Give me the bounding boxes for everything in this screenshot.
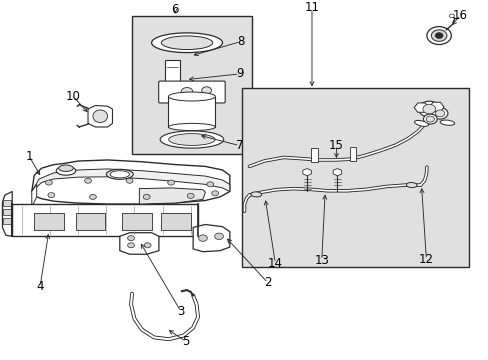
Ellipse shape [250,192,261,197]
Ellipse shape [160,131,223,148]
Circle shape [418,101,439,117]
Circle shape [143,194,150,199]
Circle shape [214,233,223,239]
Polygon shape [2,192,12,236]
Bar [76,213,105,230]
Ellipse shape [168,92,215,101]
Bar [3,210,11,215]
Text: 11: 11 [304,1,319,14]
Ellipse shape [110,171,129,178]
Text: 1: 1 [25,150,33,163]
Bar [3,219,11,224]
Text: 12: 12 [418,253,433,266]
Ellipse shape [168,123,215,131]
Ellipse shape [161,36,212,50]
Polygon shape [32,160,229,204]
Ellipse shape [406,183,416,188]
Polygon shape [32,169,229,192]
Bar [12,204,198,236]
Circle shape [144,243,151,248]
Ellipse shape [93,110,107,122]
Circle shape [206,182,213,187]
Ellipse shape [439,120,454,125]
Bar [3,201,11,206]
Circle shape [181,87,192,96]
Text: 9: 9 [235,67,243,80]
Text: 7: 7 [235,139,243,152]
Circle shape [426,27,450,45]
Text: 10: 10 [66,90,81,103]
Text: 5: 5 [182,335,189,348]
Ellipse shape [168,134,215,145]
Bar [168,96,215,127]
Text: 6: 6 [171,3,179,16]
Circle shape [167,180,174,185]
Circle shape [127,235,134,240]
Ellipse shape [56,166,76,175]
Circle shape [127,243,134,248]
Text: 16: 16 [452,9,467,22]
Bar [310,148,317,162]
Circle shape [423,114,436,124]
Bar [242,87,468,267]
Bar [122,213,151,230]
Bar [349,147,356,161]
Text: 2: 2 [264,276,271,289]
Polygon shape [88,105,112,127]
Circle shape [426,116,433,122]
FancyBboxPatch shape [158,81,224,103]
Circle shape [448,14,453,18]
Polygon shape [120,233,159,254]
Circle shape [126,178,133,183]
Ellipse shape [106,169,133,179]
Text: 4: 4 [36,280,44,293]
Text: 14: 14 [267,257,282,270]
Bar [34,213,63,230]
Circle shape [187,193,194,198]
Bar [161,213,190,230]
Ellipse shape [59,165,73,171]
Circle shape [434,33,442,39]
Circle shape [431,108,447,119]
Polygon shape [32,184,37,204]
Circle shape [430,30,446,41]
Text: 3: 3 [177,305,184,318]
Circle shape [198,235,207,241]
Circle shape [84,178,91,183]
Text: 13: 13 [314,254,328,267]
Text: 8: 8 [236,35,244,48]
Circle shape [89,194,96,199]
Circle shape [422,104,435,114]
Ellipse shape [414,120,427,126]
Ellipse shape [151,33,222,53]
Bar [165,60,180,84]
Circle shape [45,180,52,185]
Polygon shape [139,188,205,204]
Bar [132,16,251,154]
Text: 15: 15 [328,139,343,152]
Circle shape [211,191,218,196]
Polygon shape [193,225,229,252]
Circle shape [48,193,55,198]
Circle shape [434,110,444,117]
Circle shape [201,87,211,94]
